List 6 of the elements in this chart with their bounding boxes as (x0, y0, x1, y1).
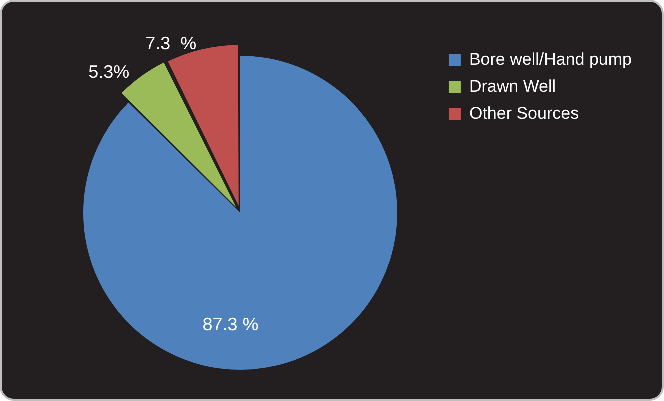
data-label: 7.3 % (146, 34, 197, 54)
legend-label: Drawn Well (469, 77, 556, 96)
data-label: 5.3% (88, 62, 130, 82)
legend-label: Other Sources (469, 104, 580, 124)
data-label: 87.3 % (202, 314, 259, 334)
legend-label: Bore well/Hand pump (469, 50, 632, 70)
